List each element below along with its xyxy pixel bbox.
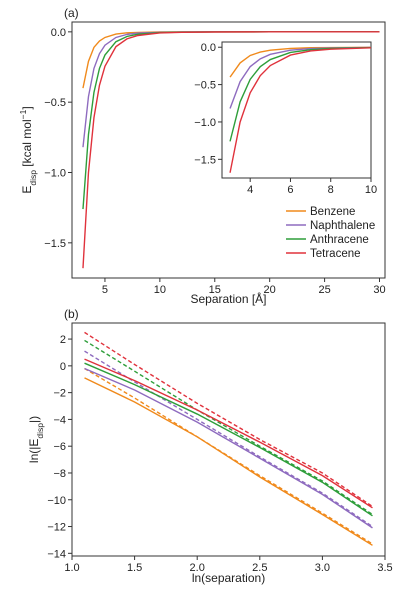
panel-a-y-tick-label: −1.5	[44, 238, 66, 250]
panel-a-y-tick-label: −0.5	[44, 97, 66, 109]
panel-b-x-axis-label: ln(separation)	[192, 571, 265, 585]
panel-b-series-tetracene	[84, 358, 373, 509]
panel-a-x-tick-label: 30	[373, 284, 385, 296]
panel-b-x-tick-label: 2.0	[190, 562, 205, 574]
y-label-sup: −1	[18, 109, 28, 119]
panel-b-x-tick-label: 1.0	[64, 562, 79, 574]
panel-b-y-tick-label: −12	[47, 522, 66, 534]
inset-y-tick-label: −1.0	[194, 117, 216, 129]
y-label-b-main: ln(|E	[27, 439, 41, 463]
panel-a-y-tick-label: −1.0	[44, 168, 66, 180]
inset-series-tetracene	[229, 47, 371, 173]
panel-a-y-axis-label: Edisp [kcal mol−1]	[18, 106, 38, 193]
panel-a-x-tick-label: 15	[209, 284, 221, 296]
panel-b-y-tick-label: −10	[47, 495, 66, 507]
panel-a-x-axis-label: Separation [Å]	[190, 291, 266, 306]
inset-series-anthracene	[229, 46, 371, 142]
y-label-rest: [kcal mol	[20, 119, 34, 170]
panel-b-y-tick-label: −8	[53, 468, 66, 480]
panel-a-frame	[71, 21, 386, 279]
inset-background	[222, 42, 371, 178]
inset-x-tick-label: 4	[247, 184, 253, 196]
panel-b-x-tick-label: 3.5	[377, 562, 392, 574]
panel-b-series-anthracene	[84, 362, 373, 517]
panel-b-y-tick-label: −2	[53, 388, 66, 400]
y-label-b-sub: disp	[35, 423, 45, 439]
panel-b-frame	[71, 322, 386, 557]
y-label-main: E	[20, 186, 34, 194]
panel-b-x-tick-label: 2.5	[252, 562, 267, 574]
legend-label-benzene: Benzene	[310, 206, 355, 218]
panel-b-x-tick-label: 1.5	[127, 562, 142, 574]
inset-y-tick-label: −1.5	[194, 154, 216, 166]
inset-series-naphthalene	[229, 46, 371, 109]
panel-b-y-tick-label: −14	[47, 548, 66, 560]
panel-a-series-tetracene	[82, 31, 380, 269]
panel-b-x-tick-label: 3.0	[315, 562, 330, 574]
y-label-b-end: |)	[27, 416, 41, 423]
panel-b-y-tick-label: −6	[53, 441, 66, 453]
panel-b-y-tick-label: 2	[60, 334, 66, 346]
panel-b-series-benzene-dashed	[84, 367, 373, 545]
inset-y-tick-label: 0.0	[201, 42, 216, 54]
legend-label-anthracene: Anthracene	[310, 234, 369, 246]
panel-a-y-tick-label: 0.0	[51, 27, 66, 39]
panel-b-series-tetracene-dashed	[84, 331, 373, 508]
inset-x-tick-label: 6	[287, 184, 293, 196]
panel-a-x-tick-label: 25	[318, 284, 330, 296]
y-label-sub: disp	[28, 170, 38, 186]
inset-x-tick-label: 10	[365, 184, 377, 196]
y-label-end: ]	[20, 106, 34, 109]
panel-a-label: (a)	[64, 6, 79, 20]
panel-a-x-tick-label: 5	[102, 284, 108, 296]
panel-a-x-tick-label: 20	[264, 284, 276, 296]
panel-b-y-tick-label: −4	[53, 414, 66, 426]
panel-b-series-anthracene-dashed	[84, 339, 373, 516]
legend-label-naphthalene: Naphthalene	[310, 220, 375, 232]
inset-frame	[221, 41, 372, 179]
legend-label-tetracene: Tetracene	[310, 248, 361, 260]
panel-a-x-tick-label: 10	[154, 284, 166, 296]
panel-b-series-naphthalene	[84, 367, 373, 529]
panel-b-y-tick-label: 0	[60, 361, 66, 373]
inset-y-tick-label: −0.5	[194, 80, 216, 92]
panel-b-series-benzene	[84, 377, 373, 546]
panel-b-label: (b)	[64, 307, 79, 321]
panel-b-y-axis-label: ln(|Edisp|)	[27, 416, 45, 463]
inset-x-tick-label: 8	[328, 184, 334, 196]
